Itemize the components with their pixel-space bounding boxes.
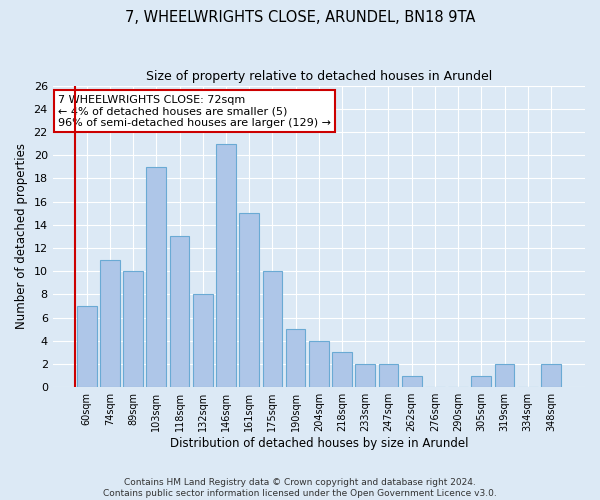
- Y-axis label: Number of detached properties: Number of detached properties: [15, 144, 28, 330]
- Bar: [216, 144, 236, 387]
- Bar: [77, 306, 97, 387]
- Bar: [286, 329, 305, 387]
- Bar: [170, 236, 190, 387]
- Bar: [472, 376, 491, 387]
- Text: Contains HM Land Registry data © Crown copyright and database right 2024.
Contai: Contains HM Land Registry data © Crown c…: [103, 478, 497, 498]
- Bar: [123, 271, 143, 387]
- Text: 7 WHEELWRIGHTS CLOSE: 72sqm
← 4% of detached houses are smaller (5)
96% of semi-: 7 WHEELWRIGHTS CLOSE: 72sqm ← 4% of deta…: [58, 94, 331, 128]
- Bar: [494, 364, 514, 387]
- X-axis label: Distribution of detached houses by size in Arundel: Distribution of detached houses by size …: [170, 437, 468, 450]
- Bar: [332, 352, 352, 387]
- Bar: [263, 271, 282, 387]
- Bar: [379, 364, 398, 387]
- Bar: [100, 260, 120, 387]
- Bar: [402, 376, 422, 387]
- Bar: [309, 341, 329, 387]
- Bar: [146, 167, 166, 387]
- Text: 7, WHEELWRIGHTS CLOSE, ARUNDEL, BN18 9TA: 7, WHEELWRIGHTS CLOSE, ARUNDEL, BN18 9TA: [125, 10, 475, 25]
- Bar: [239, 213, 259, 387]
- Bar: [541, 364, 561, 387]
- Title: Size of property relative to detached houses in Arundel: Size of property relative to detached ho…: [146, 70, 492, 83]
- Bar: [193, 294, 212, 387]
- Bar: [355, 364, 375, 387]
